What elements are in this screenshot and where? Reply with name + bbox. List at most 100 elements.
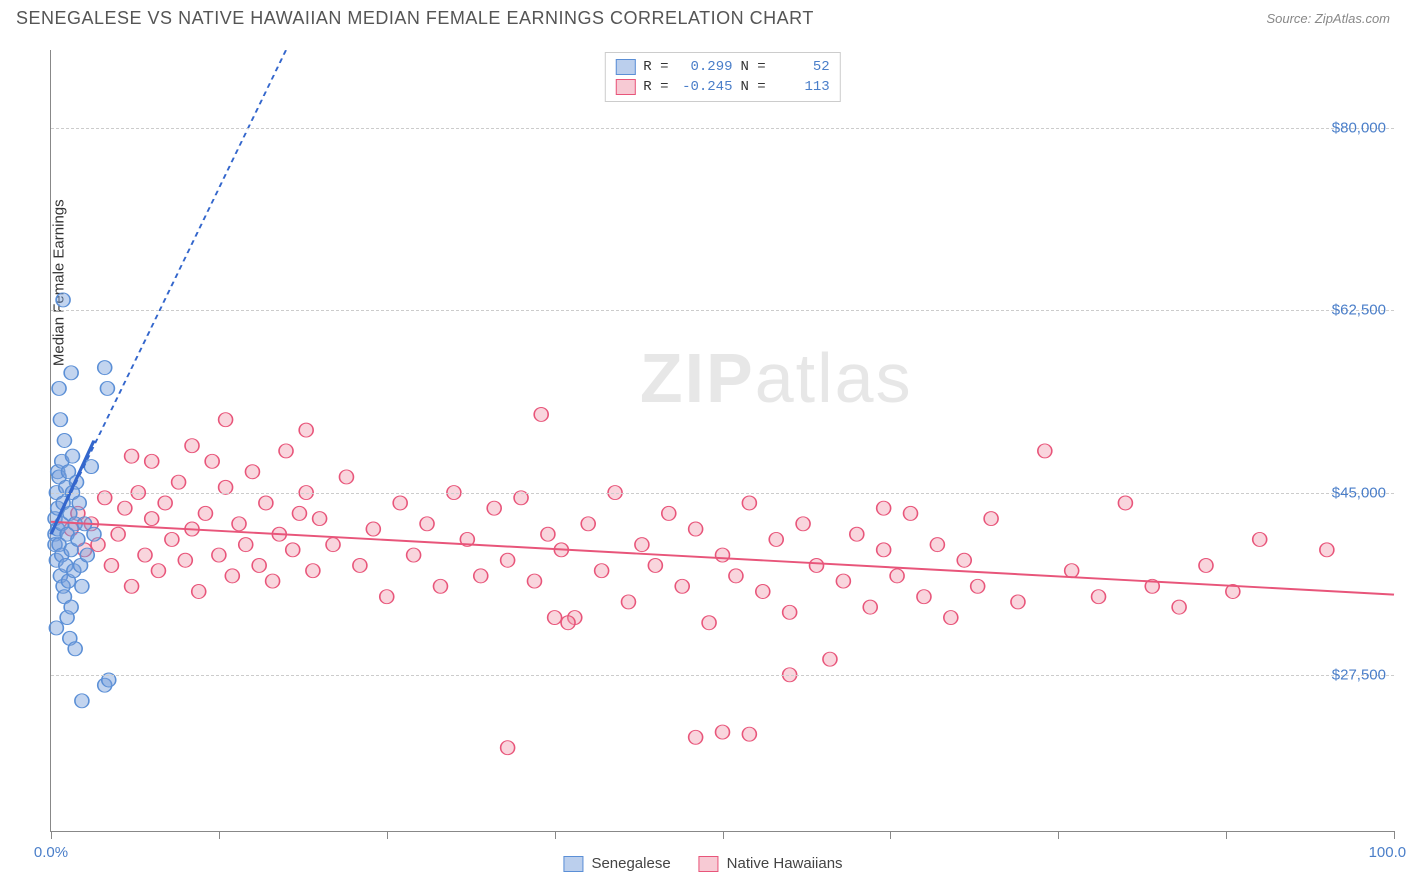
point-pink: [702, 616, 716, 630]
point-pink: [541, 527, 555, 541]
point-pink: [1118, 496, 1132, 510]
point-pink: [118, 501, 132, 515]
legend-label-blue: Senegalese: [591, 855, 670, 872]
point-pink: [662, 506, 676, 520]
point-pink: [527, 574, 541, 588]
point-pink: [742, 727, 756, 741]
x-tick: [1394, 831, 1395, 839]
point-pink: [635, 538, 649, 552]
point-pink: [366, 522, 380, 536]
point-pink: [823, 652, 837, 666]
point-pink: [689, 730, 703, 744]
point-pink: [165, 532, 179, 546]
point-pink: [836, 574, 850, 588]
x-tick: [1226, 831, 1227, 839]
legend-item-blue: Senegalese: [563, 855, 670, 872]
gridline: [51, 310, 1394, 311]
n-label-2: N =: [741, 79, 766, 95]
point-pink: [266, 574, 280, 588]
point-pink: [286, 543, 300, 557]
point-pink: [487, 501, 501, 515]
point-blue: [80, 548, 94, 562]
point-pink: [1320, 543, 1334, 557]
point-pink: [198, 506, 212, 520]
point-pink: [501, 553, 515, 567]
point-pink: [125, 449, 139, 463]
y-tick-label: $27,500: [1332, 666, 1386, 683]
point-pink: [621, 595, 635, 609]
point-blue: [56, 293, 70, 307]
point-pink: [689, 522, 703, 536]
legend-swatch-pink-icon: [699, 856, 719, 872]
point-blue: [64, 366, 78, 380]
point-pink: [239, 538, 253, 552]
point-blue: [98, 361, 112, 375]
point-pink: [756, 585, 770, 599]
point-pink: [138, 548, 152, 562]
r-label-2: R =: [643, 79, 668, 95]
point-pink: [1253, 532, 1267, 546]
point-pink: [769, 532, 783, 546]
chart-title: SENEGALESE VS NATIVE HAWAIIAN MEDIAN FEM…: [16, 8, 814, 29]
point-pink: [1199, 558, 1213, 572]
point-blue: [49, 621, 63, 635]
point-pink: [561, 616, 575, 630]
point-pink: [420, 517, 434, 531]
point-pink: [648, 558, 662, 572]
point-pink: [104, 558, 118, 572]
point-pink: [158, 496, 172, 510]
point-pink: [111, 527, 125, 541]
point-pink: [1092, 590, 1106, 604]
point-blue: [75, 694, 89, 708]
point-pink: [1011, 595, 1025, 609]
point-pink: [971, 579, 985, 593]
x-tick: [219, 831, 220, 839]
point-pink: [984, 512, 998, 526]
x-tick-label: 100.0%: [1369, 844, 1406, 861]
x-tick-label: 0.0%: [34, 844, 68, 861]
y-tick-label: $45,000: [1332, 484, 1386, 501]
point-pink: [877, 543, 891, 557]
point-pink: [783, 605, 797, 619]
point-pink: [944, 611, 958, 625]
point-pink: [595, 564, 609, 578]
point-blue: [65, 449, 79, 463]
point-pink: [178, 553, 192, 567]
stats-legend: R = 0.299 N = 52 R = -0.245 N = 113: [604, 52, 840, 102]
point-pink: [474, 569, 488, 583]
point-pink: [433, 579, 447, 593]
r-label: R =: [643, 59, 668, 75]
point-pink: [581, 517, 595, 531]
stats-row-pink: R = -0.245 N = 113: [615, 77, 829, 97]
point-pink: [675, 579, 689, 593]
point-pink: [877, 501, 891, 515]
x-tick: [723, 831, 724, 839]
point-pink: [742, 496, 756, 510]
point-pink: [917, 590, 931, 604]
point-pink: [232, 517, 246, 531]
point-pink: [534, 407, 548, 421]
r-value-blue: 0.299: [677, 59, 733, 75]
point-pink: [252, 558, 266, 572]
point-pink: [205, 454, 219, 468]
point-pink: [810, 558, 824, 572]
legend-swatch-blue-icon: [563, 856, 583, 872]
point-pink: [292, 506, 306, 520]
point-pink: [172, 475, 186, 489]
point-blue: [52, 381, 66, 395]
point-pink: [245, 465, 259, 479]
point-blue: [71, 532, 85, 546]
point-pink: [192, 585, 206, 599]
point-blue: [100, 381, 114, 395]
point-pink: [219, 413, 233, 427]
point-pink: [1172, 600, 1186, 614]
point-pink: [185, 439, 199, 453]
swatch-pink-icon: [615, 79, 635, 95]
point-pink: [306, 564, 320, 578]
point-pink: [125, 579, 139, 593]
x-tick: [387, 831, 388, 839]
point-pink: [145, 454, 159, 468]
x-tick: [1058, 831, 1059, 839]
point-pink: [729, 569, 743, 583]
point-blue: [84, 460, 98, 474]
